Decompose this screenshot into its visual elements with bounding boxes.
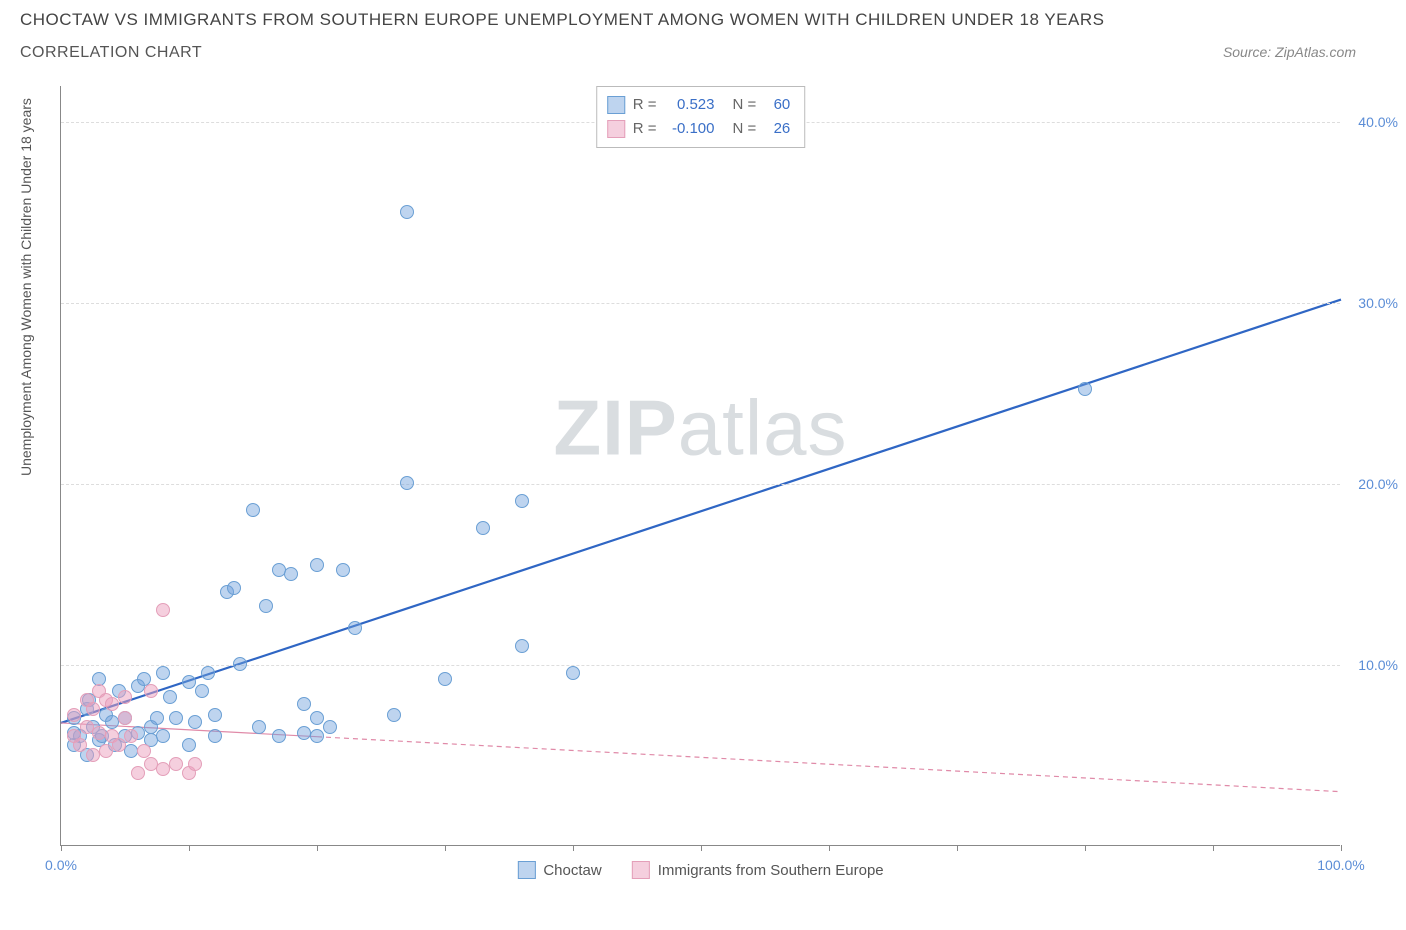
- x-tick: [61, 845, 62, 851]
- data-point: [297, 726, 311, 740]
- x-tick-label: 0.0%: [45, 857, 77, 873]
- data-point: [297, 697, 311, 711]
- legend-label: Immigrants from Southern Europe: [658, 862, 884, 879]
- data-point: [400, 205, 414, 219]
- data-point: [73, 738, 87, 752]
- series-legend-item: Choctaw: [517, 861, 601, 879]
- x-tick: [317, 845, 318, 851]
- data-point: [169, 757, 183, 771]
- x-tick-label: 100.0%: [1317, 857, 1364, 873]
- x-tick: [957, 845, 958, 851]
- correlation-legend-row: R = 0.523 N = 60: [607, 93, 791, 117]
- data-point: [182, 675, 196, 689]
- y-tick-label: 20.0%: [1358, 476, 1398, 492]
- stat-r-label: R =: [633, 117, 657, 141]
- data-point: [188, 715, 202, 729]
- chart-title: CHOCTAW VS IMMIGRANTS FROM SOUTHERN EURO…: [20, 10, 1386, 30]
- correlation-legend-row: R = -0.100 N = 26: [607, 117, 791, 141]
- y-tick-label: 40.0%: [1358, 114, 1398, 130]
- legend-swatch: [607, 120, 625, 138]
- data-point: [336, 563, 350, 577]
- y-axis-label: Unemployment Among Women with Children U…: [18, 98, 34, 476]
- watermark: ZIPatlas: [553, 382, 847, 473]
- data-point: [182, 738, 196, 752]
- data-point: [387, 708, 401, 722]
- data-point: [233, 657, 247, 671]
- stat-n-value: 60: [764, 93, 790, 117]
- stat-r-value: 0.523: [665, 93, 715, 117]
- data-point: [144, 684, 158, 698]
- gridline: [61, 665, 1340, 666]
- y-tick-label: 10.0%: [1358, 657, 1398, 673]
- data-point: [246, 503, 260, 517]
- data-point: [208, 729, 222, 743]
- stat-n-label: N =: [733, 117, 757, 141]
- data-point: [310, 729, 324, 743]
- data-point: [566, 666, 580, 680]
- y-tick-label: 30.0%: [1358, 295, 1398, 311]
- data-point: [201, 666, 215, 680]
- data-point: [323, 720, 337, 734]
- data-point: [156, 666, 170, 680]
- stat-n-value: 26: [764, 117, 790, 141]
- data-point: [86, 702, 100, 716]
- data-point: [515, 494, 529, 508]
- data-point: [156, 603, 170, 617]
- legend-swatch: [607, 96, 625, 114]
- chart-source: Source: ZipAtlas.com: [1223, 44, 1386, 60]
- data-point: [188, 757, 202, 771]
- data-point: [438, 672, 452, 686]
- data-point: [310, 558, 324, 572]
- stat-r-label: R =: [633, 93, 657, 117]
- x-tick: [829, 845, 830, 851]
- x-tick: [445, 845, 446, 851]
- chart-header: CHOCTAW VS IMMIGRANTS FROM SOUTHERN EURO…: [0, 10, 1406, 62]
- series-legend-item: Immigrants from Southern Europe: [632, 861, 884, 879]
- gridline: [61, 303, 1340, 304]
- data-point: [476, 521, 490, 535]
- data-point: [105, 697, 119, 711]
- data-point: [163, 690, 177, 704]
- chart-subtitle: CORRELATION CHART: [20, 44, 202, 62]
- data-point: [515, 639, 529, 653]
- chart-area: Unemployment Among Women with Children U…: [30, 76, 1390, 896]
- data-point: [67, 708, 81, 722]
- data-point: [118, 711, 132, 725]
- plot-region: ZIPatlas R =0.523N =60R =-0.100N =26 Cho…: [60, 86, 1340, 846]
- data-point: [118, 690, 132, 704]
- x-tick: [573, 845, 574, 851]
- data-point: [284, 567, 298, 581]
- x-tick: [701, 845, 702, 851]
- stat-n-label: N =: [733, 93, 757, 117]
- correlation-legend: R = 0.523 N = 60 R = -0.100 N = 26: [596, 86, 806, 148]
- data-point: [252, 720, 266, 734]
- x-tick: [1213, 845, 1214, 851]
- data-point: [169, 711, 183, 725]
- x-tick: [189, 845, 190, 851]
- data-point: [150, 711, 164, 725]
- legend-swatch: [632, 861, 650, 879]
- data-point: [92, 726, 106, 740]
- legend-swatch: [517, 861, 535, 879]
- data-point: [400, 476, 414, 490]
- gridline: [61, 484, 1340, 485]
- series-legend: Choctaw Immigrants from Southern Europe: [517, 861, 883, 879]
- data-point: [259, 599, 273, 613]
- data-point: [272, 729, 286, 743]
- data-point: [156, 729, 170, 743]
- data-point: [272, 563, 286, 577]
- data-point: [1078, 382, 1092, 396]
- legend-label: Choctaw: [543, 862, 601, 879]
- data-point: [227, 581, 241, 595]
- stat-r-value: -0.100: [665, 117, 715, 141]
- data-point: [348, 621, 362, 635]
- data-point: [124, 729, 138, 743]
- data-point: [131, 766, 145, 780]
- data-point: [208, 708, 222, 722]
- x-tick: [1085, 845, 1086, 851]
- data-point: [310, 711, 324, 725]
- data-point: [195, 684, 209, 698]
- x-tick: [1341, 845, 1342, 851]
- data-point: [112, 738, 126, 752]
